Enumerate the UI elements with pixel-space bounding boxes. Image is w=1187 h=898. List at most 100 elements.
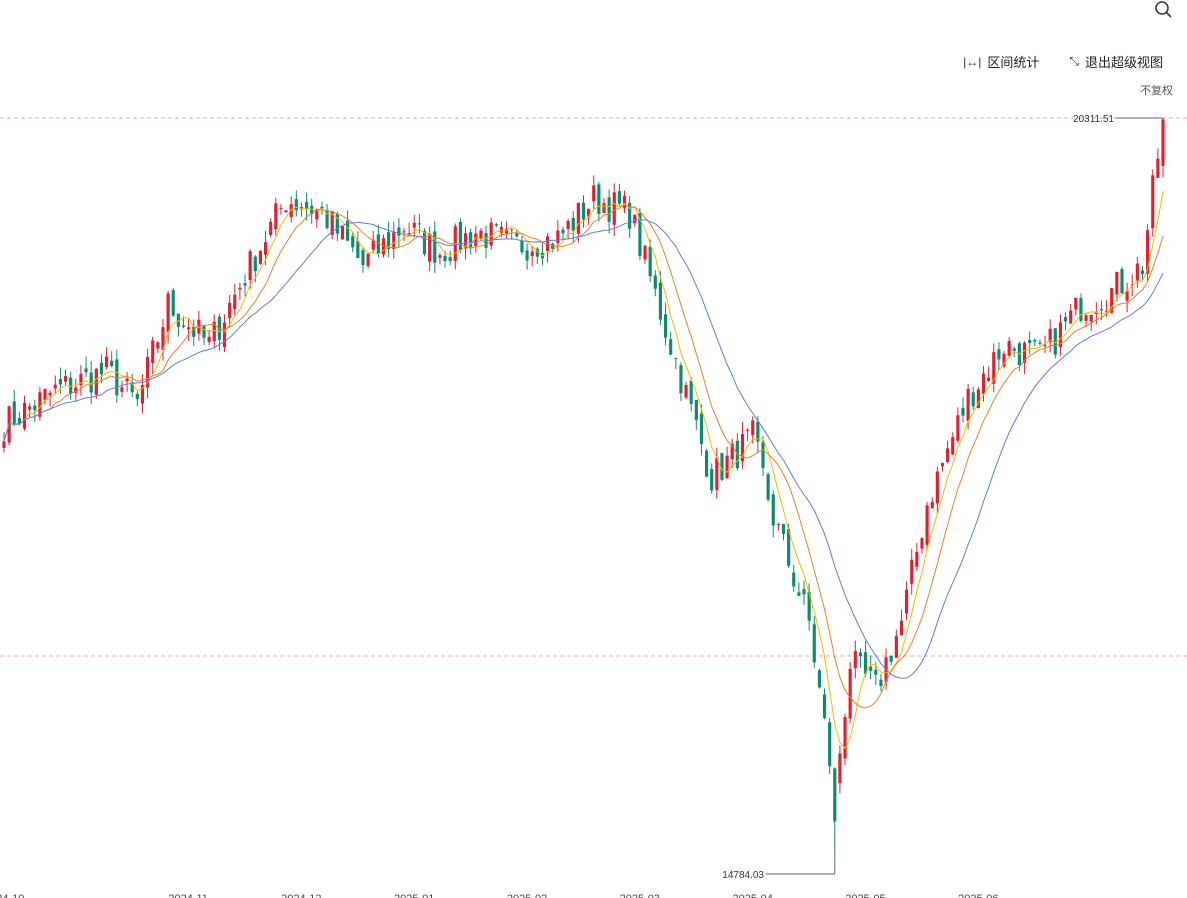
- search-icon[interactable]: [1150, 0, 1176, 20]
- candle-body: [387, 232, 391, 249]
- candle: [935, 466, 939, 514]
- candle: [269, 218, 273, 238]
- candle-body: [161, 327, 165, 351]
- candle-body: [843, 717, 847, 759]
- candle-body: [310, 205, 314, 215]
- candle-body: [484, 233, 488, 248]
- candle-body: [263, 242, 268, 255]
- candle-body: [797, 592, 801, 596]
- candle-body: [294, 199, 298, 211]
- candle: [110, 351, 114, 368]
- candle-body: [443, 255, 447, 262]
- candle-body: [1038, 342, 1042, 344]
- candle: [540, 242, 545, 266]
- candle: [1007, 337, 1011, 359]
- candle-body: [976, 389, 980, 409]
- candle: [961, 397, 965, 423]
- candle-body: [494, 224, 498, 226]
- candle: [489, 217, 493, 250]
- candle-body: [1130, 284, 1134, 286]
- candle-body: [905, 589, 909, 614]
- candle: [63, 369, 68, 386]
- candle-body: [597, 184, 601, 215]
- candle-body: [1125, 291, 1129, 301]
- candle-body: [433, 231, 437, 263]
- candle-body: [176, 313, 180, 327]
- candle-body: [361, 250, 365, 266]
- candle-body: [699, 413, 704, 445]
- candle: [879, 673, 883, 692]
- candle: [28, 403, 32, 418]
- candle: [756, 416, 760, 454]
- exit-super-view-button[interactable]: ⤡ 退出超级视图: [1069, 52, 1163, 71]
- candle: [38, 387, 42, 421]
- candle: [79, 365, 83, 396]
- candle-body: [981, 373, 986, 394]
- candle: [848, 661, 852, 724]
- candle-body: [838, 753, 842, 784]
- candle-body: [1161, 119, 1165, 166]
- candle: [1094, 302, 1098, 325]
- candle-body: [910, 559, 914, 584]
- candle-body: [12, 401, 16, 425]
- x-tick-label: 2025-02: [507, 893, 547, 898]
- candle-body: [525, 250, 529, 261]
- candle: [987, 366, 991, 382]
- candle-body: [1156, 158, 1160, 178]
- candle: [243, 274, 247, 297]
- candle-body: [120, 387, 124, 392]
- candle-body: [863, 652, 868, 674]
- candle: [69, 371, 73, 400]
- candle: [853, 640, 857, 679]
- candle: [740, 422, 745, 469]
- candle: [443, 251, 447, 268]
- candle-body: [1063, 317, 1068, 322]
- candle: [187, 318, 191, 341]
- candle: [479, 228, 483, 241]
- candle: [284, 209, 288, 213]
- candle-body: [366, 253, 370, 267]
- adjust-type-label[interactable]: 不复权: [1140, 85, 1173, 97]
- candle-body: [530, 251, 534, 257]
- candle: [104, 347, 109, 370]
- candle: [17, 411, 21, 426]
- candle: [392, 222, 396, 259]
- high-value-label: 20311.51: [1073, 114, 1114, 125]
- candle-body: [899, 620, 904, 636]
- candle-body: [381, 238, 386, 255]
- candle: [407, 222, 411, 237]
- candle: [146, 348, 150, 399]
- candle-body: [1135, 263, 1139, 281]
- candle: [658, 271, 663, 326]
- candle-body: [628, 202, 632, 229]
- candle: [228, 294, 232, 328]
- candle-body: [879, 679, 883, 687]
- candle-body: [648, 246, 652, 277]
- x-tick-label: 2025-06: [958, 893, 998, 898]
- candle-body: [438, 255, 442, 258]
- low-value-label: 14784.03: [722, 870, 764, 881]
- collapse-icon: ⤡: [1069, 54, 1079, 68]
- candle-body: [643, 245, 647, 260]
- candle-body: [740, 434, 745, 462]
- candle-body: [269, 221, 273, 235]
- candle-body: [781, 523, 786, 534]
- candle: [89, 361, 93, 405]
- range-stats-button[interactable]: |↔| 区间统计: [963, 52, 1039, 71]
- x-tick-label: 2024-10: [0, 893, 24, 898]
- candle: [238, 282, 242, 300]
- candle: [494, 222, 498, 228]
- candle-body: [756, 421, 760, 442]
- candle-body: [1094, 311, 1098, 314]
- candle-body: [889, 655, 893, 662]
- candle: [746, 427, 750, 442]
- candle-body: [720, 453, 724, 480]
- candle-body: [587, 208, 591, 217]
- x-tick-label: 2025-04: [732, 893, 772, 898]
- candle-body: [479, 230, 483, 239]
- candle-body: [233, 294, 237, 310]
- candle: [351, 232, 355, 253]
- candle-body: [156, 342, 160, 349]
- candle-body: [504, 228, 509, 234]
- candle-body: [474, 233, 478, 247]
